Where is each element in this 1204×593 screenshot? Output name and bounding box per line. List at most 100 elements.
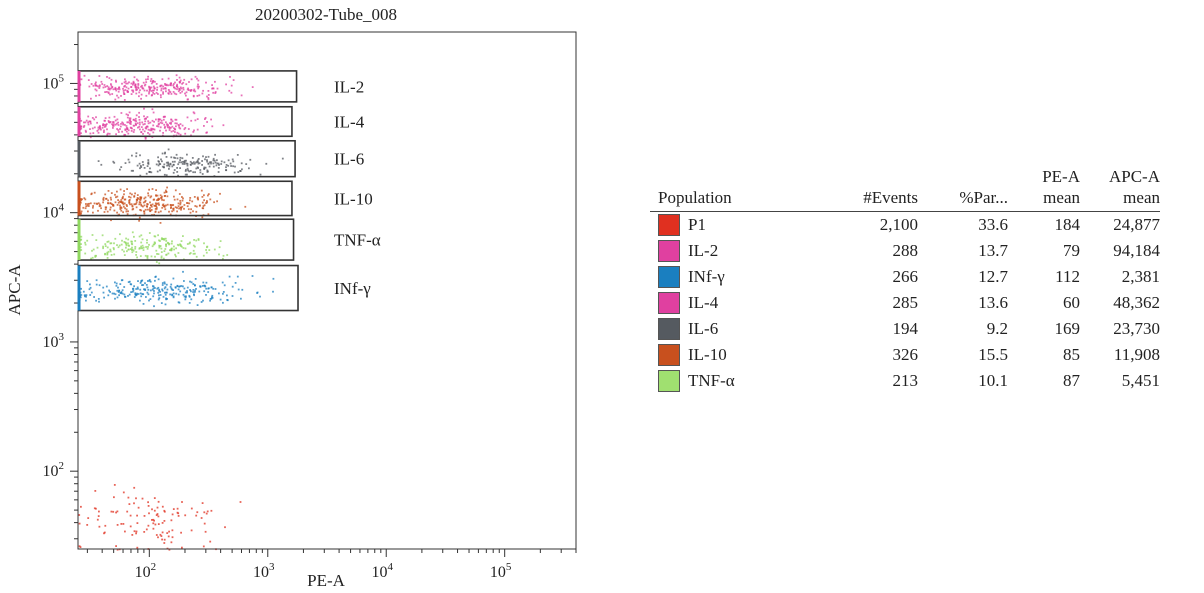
event-point xyxy=(158,294,160,297)
event-point xyxy=(186,116,189,119)
event-point xyxy=(170,130,173,133)
event-point xyxy=(133,195,136,197)
event-point xyxy=(203,511,206,514)
event-point xyxy=(240,94,243,97)
event-point xyxy=(251,86,254,88)
event-point xyxy=(204,530,207,533)
event-point xyxy=(117,129,120,131)
event-point xyxy=(179,92,182,94)
event-count: 2,100 xyxy=(879,215,918,234)
event-point xyxy=(120,209,123,212)
event-point xyxy=(157,125,160,128)
event-point xyxy=(232,165,234,168)
event-point xyxy=(157,291,160,294)
event-point xyxy=(239,501,242,503)
event-point xyxy=(157,156,159,159)
event-point xyxy=(169,127,172,129)
event-point xyxy=(119,208,122,210)
event-point xyxy=(107,190,110,192)
event-point xyxy=(88,288,91,291)
event-point xyxy=(155,199,158,202)
event-point xyxy=(121,197,124,200)
event-point xyxy=(136,197,139,199)
event-point xyxy=(171,529,174,532)
event-point xyxy=(216,87,219,90)
event-point xyxy=(143,118,146,120)
event-point xyxy=(80,119,83,122)
event-point xyxy=(128,111,131,114)
event-point xyxy=(201,164,203,166)
event-point xyxy=(131,154,133,157)
event-point xyxy=(152,295,155,298)
table-body: P1 2,100 33.6 184 24,877 IL-2 288 13.7 79 94,184 I… xyxy=(650,212,1160,395)
event-point xyxy=(206,131,208,134)
event-point xyxy=(172,277,175,280)
event-point xyxy=(189,170,192,172)
event-point xyxy=(200,189,203,192)
event-point xyxy=(214,80,216,83)
cluster-points xyxy=(78,270,275,308)
event-point xyxy=(109,242,112,245)
event-point xyxy=(139,199,142,202)
event-point xyxy=(163,238,165,241)
event-point xyxy=(183,163,186,165)
event-point xyxy=(205,156,207,158)
event-point xyxy=(166,298,168,300)
event-point xyxy=(177,301,180,304)
event-point xyxy=(102,196,105,199)
event-point xyxy=(89,132,92,135)
event-point xyxy=(152,198,155,201)
event-point xyxy=(163,538,166,541)
event-point xyxy=(134,203,137,206)
event-point xyxy=(110,254,113,256)
event-point xyxy=(150,255,153,258)
event-point xyxy=(214,161,217,164)
event-point xyxy=(160,87,163,90)
event-point xyxy=(90,257,92,260)
event-point xyxy=(153,292,155,295)
event-point xyxy=(114,86,117,89)
event-point xyxy=(157,198,159,201)
event-point xyxy=(180,87,183,90)
event-point xyxy=(139,288,142,291)
event-point xyxy=(109,121,112,123)
event-point xyxy=(114,119,117,122)
event-point xyxy=(224,526,226,529)
event-point xyxy=(236,275,239,278)
event-point xyxy=(79,201,82,204)
event-point xyxy=(213,201,215,204)
percent-parent: 10.1 xyxy=(978,371,1008,390)
event-point xyxy=(115,89,118,92)
event-point xyxy=(164,208,167,211)
table-row: INf-γ 266 12.7 112 2,381 xyxy=(650,264,1160,290)
event-point xyxy=(139,292,142,295)
event-point xyxy=(122,91,125,94)
event-point xyxy=(205,202,207,204)
event-point xyxy=(84,207,87,210)
event-point xyxy=(202,545,205,548)
event-point xyxy=(218,164,220,166)
event-point xyxy=(112,247,115,249)
event-point xyxy=(157,278,160,281)
event-point xyxy=(208,161,211,164)
event-point xyxy=(131,208,134,211)
event-point xyxy=(112,123,115,125)
event-point xyxy=(174,189,177,192)
event-point xyxy=(127,238,130,241)
gate-label: IL-4 xyxy=(334,113,365,132)
event-point xyxy=(102,247,104,250)
event-point xyxy=(138,121,141,124)
event-point xyxy=(176,83,178,86)
event-point xyxy=(163,123,166,126)
event-point xyxy=(147,524,150,527)
event-point xyxy=(120,291,123,293)
event-point xyxy=(148,170,151,173)
event-point xyxy=(126,510,129,513)
event-point xyxy=(182,235,184,237)
event-point xyxy=(158,198,161,200)
event-point xyxy=(137,280,139,282)
event-point xyxy=(186,167,189,170)
event-point xyxy=(97,209,99,212)
event-point xyxy=(154,204,157,207)
gate-box xyxy=(78,139,296,178)
